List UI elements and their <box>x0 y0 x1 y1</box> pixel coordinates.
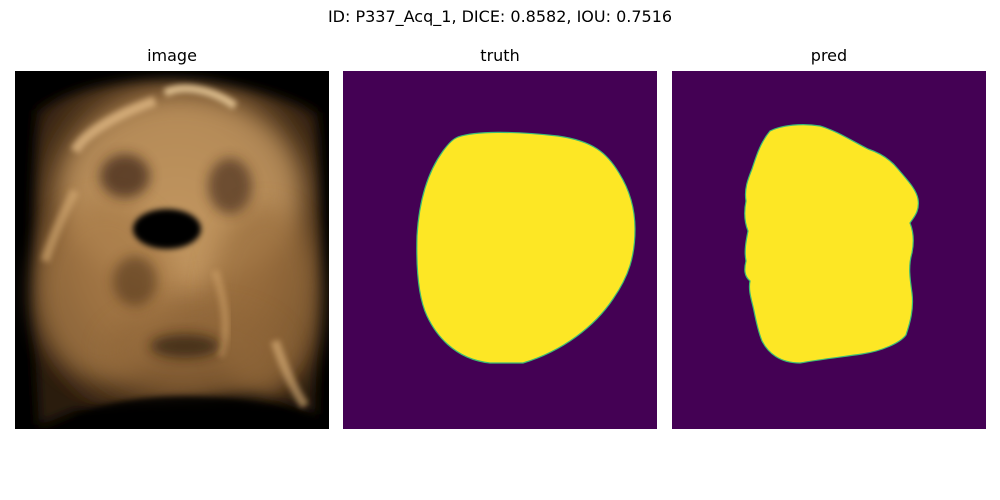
central-cavity <box>133 209 201 249</box>
pred-panel-title: pred <box>810 46 848 65</box>
image-panel-title: image <box>147 46 197 65</box>
ultrasound-image <box>15 71 329 429</box>
figure-title: ID: P337_Acq_1, DICE: 0.8582, IOU: 0.751… <box>327 7 673 26</box>
truth-mask <box>343 71 657 429</box>
tissue-region <box>33 80 321 429</box>
truth-mask-region <box>416 131 636 364</box>
pred-mask <box>672 71 986 429</box>
truth-panel-title: truth <box>480 46 520 65</box>
image-panel: image <box>15 46 329 429</box>
pred-mask-region <box>744 124 919 364</box>
truth-panel: truth <box>343 46 657 429</box>
pred-panel: pred <box>672 46 986 429</box>
